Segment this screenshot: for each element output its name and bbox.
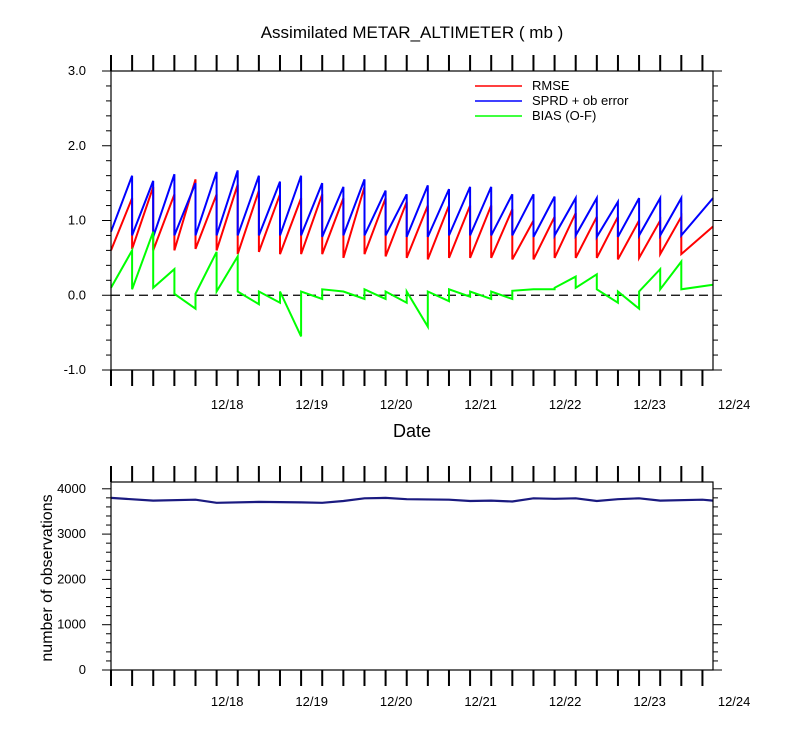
top-y-tick-label: -1.0 bbox=[64, 362, 86, 377]
bottom-y-tick-label: 4000 bbox=[57, 481, 86, 496]
bottom-x-tick-label: 12/23 bbox=[633, 694, 666, 709]
top-x-tick-label: 12/18 bbox=[211, 397, 244, 412]
top-y-tick-label: 1.0 bbox=[68, 213, 86, 228]
top-x-tick-label: 12/23 bbox=[633, 397, 666, 412]
legend-label-bias: BIAS (O-F) bbox=[532, 108, 596, 123]
series-line-observations bbox=[110, 496, 714, 504]
bottom-x-tick-label: 12/19 bbox=[295, 694, 328, 709]
bottom-chart: 12/18 12/19 12/20 12/21 12/22 12/23 12/24 0 1000… bbox=[39, 466, 750, 709]
bottom-y-tick-label: 3000 bbox=[57, 526, 86, 541]
top-x-tick-label: 12/24 bbox=[718, 397, 751, 412]
top-y-tick-label: 0.0 bbox=[68, 287, 86, 302]
top-axes: 12/18 12/19 12/20 12/21 12/22 12/23 12/24 -1.0 0… bbox=[64, 55, 751, 412]
legend-label-sprd: SPRD + ob error bbox=[532, 93, 629, 108]
bottom-x-tick-label: 12/22 bbox=[549, 694, 582, 709]
top-y-tick-label: 3.0 bbox=[68, 63, 86, 78]
bottom-x-tick-label: 12/21 bbox=[464, 694, 497, 709]
x-axis-label: Date bbox=[393, 421, 431, 441]
bottom-x-tick-label: 12/18 bbox=[211, 694, 244, 709]
series-line-bias-o-f bbox=[110, 231, 714, 337]
legend: RMSE SPRD + ob error BIAS (O-F) bbox=[475, 78, 629, 123]
series-line-sprd-ob-error bbox=[110, 170, 714, 241]
bottom-series-group bbox=[110, 496, 714, 504]
top-x-tick-label: 12/20 bbox=[380, 397, 413, 412]
top-series-group bbox=[110, 170, 714, 337]
bottom-x-tick-label: 12/20 bbox=[380, 694, 413, 709]
legend-label-rmse: RMSE bbox=[532, 78, 570, 93]
top-y-tick-label: 2.0 bbox=[68, 138, 86, 153]
y-axis-label: number of observations bbox=[39, 494, 56, 661]
bottom-x-tick-label: 12/24 bbox=[718, 694, 751, 709]
top-x-tick-label: 12/22 bbox=[549, 397, 582, 412]
top-x-tick-label: 12/21 bbox=[464, 397, 497, 412]
top-chart: Assimilated METAR_ALTIMETER ( mb ) 12/18… bbox=[64, 23, 751, 441]
top-x-tick-label: 12/19 bbox=[295, 397, 328, 412]
bottom-plot-frame bbox=[110, 481, 714, 671]
bottom-y-tick-label: 2000 bbox=[57, 571, 86, 586]
chart-title: Assimilated METAR_ALTIMETER ( mb ) bbox=[261, 23, 564, 42]
bottom-y-tick-label: 0 bbox=[79, 662, 86, 677]
bottom-axes: 12/18 12/19 12/20 12/21 12/22 12/23 12/24 0 1000… bbox=[57, 466, 750, 709]
bottom-y-tick-label: 1000 bbox=[57, 617, 86, 632]
